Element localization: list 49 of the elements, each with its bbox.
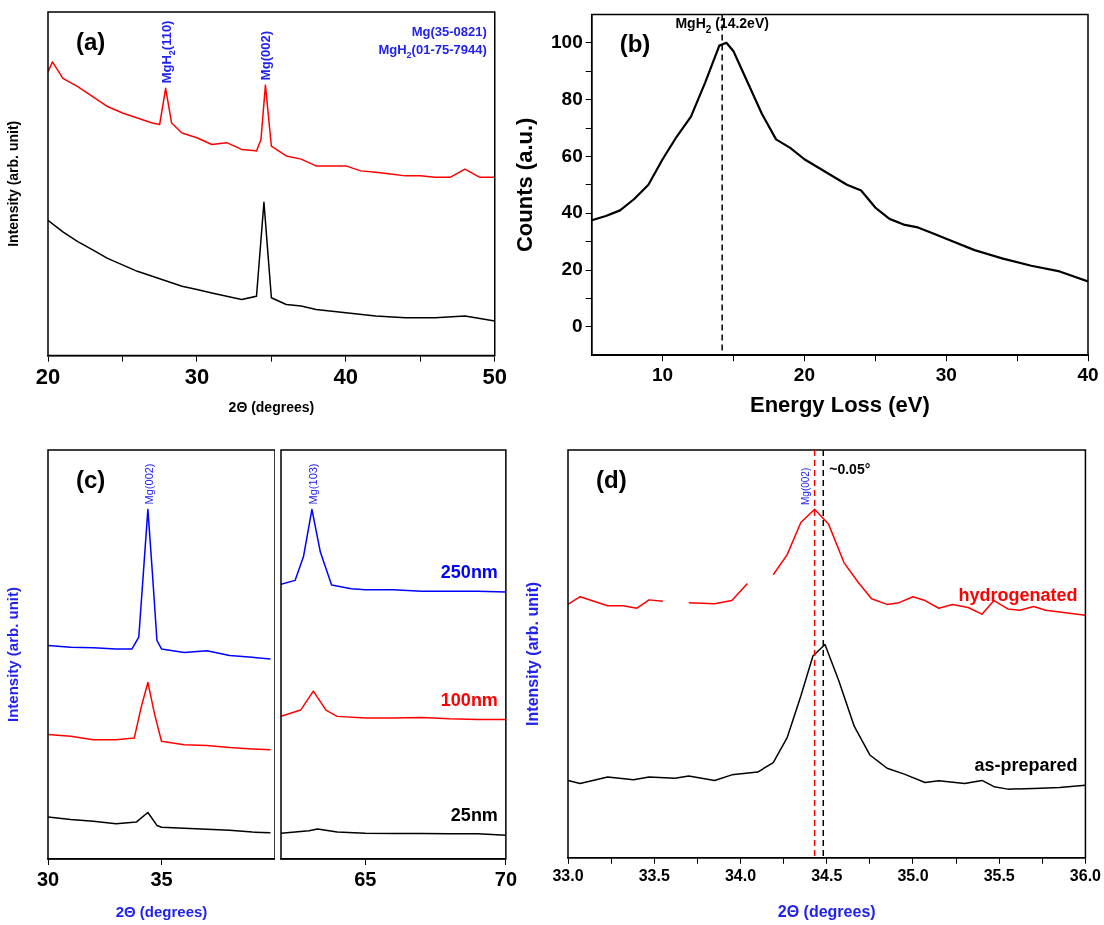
annotation: (b) — [619, 30, 651, 58]
x-tick-label: 30 — [935, 363, 957, 385]
x-tick-label: 33.0 — [552, 866, 584, 884]
x-tick-label: 33.5 — [638, 866, 670, 884]
text: (c) — [76, 466, 106, 493]
x-tick-label: 30 — [184, 363, 210, 389]
annotation: Mg(002) — [142, 463, 155, 505]
x-tick-label: 10 — [652, 363, 674, 385]
series-label: 100nm — [440, 689, 498, 710]
x-axis-title: Energy Loss (eV) — [749, 392, 930, 417]
x-tick-label: 35.0 — [897, 866, 929, 884]
series-label: as-prepared — [974, 755, 1078, 776]
y-axis-title: Intensity (arb. unit) — [4, 587, 21, 722]
x-tick-label: 40 — [1077, 363, 1099, 385]
x-axis-title: 2Θ (degrees) — [115, 903, 208, 920]
x-tick-label: 50 — [482, 363, 508, 389]
x-tick-label: 35 — [150, 867, 173, 890]
text: (a) — [76, 28, 106, 55]
series-label: 250nm — [440, 561, 498, 582]
annotation: Mg(002) — [258, 31, 274, 81]
annotation: ~0.05° — [829, 461, 871, 477]
ref-line-label: Mg(002) — [799, 467, 811, 505]
y-tick-label: 0 — [572, 315, 583, 337]
x-axis-title: 2Θ (degrees) — [228, 399, 315, 415]
y-tick-label: 60 — [561, 144, 583, 166]
y-tick-label: 20 — [561, 258, 583, 280]
annotation: MgH2(110) — [158, 20, 177, 84]
x-tick-label: 36.0 — [1069, 866, 1102, 884]
y-tick-label: 40 — [561, 201, 583, 223]
y-axis-title: Intensity (arb. unit) — [5, 120, 21, 247]
x-tick-label: 34.5 — [811, 866, 843, 884]
x-axis-title: 2Θ (degrees) — [777, 903, 876, 920]
series-label: hydrogenated — [958, 585, 1078, 606]
annotation: Mg(103) — [306, 463, 319, 505]
y-axis-title: Counts (a.u.) — [512, 117, 537, 253]
x-tick-label: 20 — [35, 363, 61, 389]
x-tick-label: 65 — [354, 867, 377, 890]
x-tick-label: 35.5 — [983, 866, 1015, 884]
x-tick-label: 20 — [793, 363, 815, 385]
x-tick-label: 34.0 — [724, 866, 757, 884]
y-tick-label: 80 — [561, 87, 583, 109]
text: (d) — [596, 466, 627, 493]
x-tick-label: 30 — [36, 867, 60, 890]
y-axis-title: Intensity (arb. unit) — [524, 581, 541, 726]
x-tick-label: 40 — [333, 363, 359, 389]
y-tick-label: 100 — [551, 31, 583, 53]
x-tick-label: 70 — [494, 867, 517, 890]
text: Mg(35-0821) — [411, 24, 487, 39]
series-label: 25nm — [450, 805, 498, 826]
